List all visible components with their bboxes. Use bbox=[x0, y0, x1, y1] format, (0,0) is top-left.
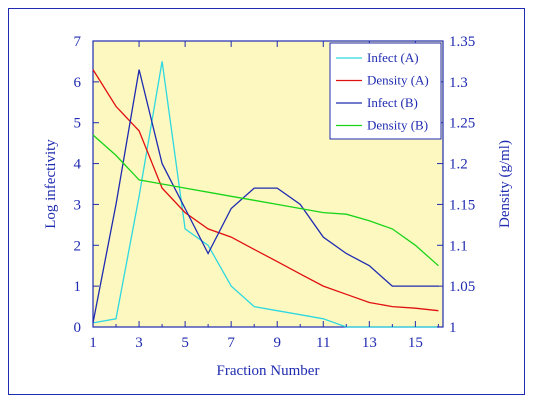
y-right-tick-label: 1.25 bbox=[449, 116, 475, 132]
y-right-tick-label: 1.35 bbox=[449, 34, 475, 50]
legend: Infect (A) Density (A) Infect (B) Density (… bbox=[330, 43, 441, 139]
x-tick-label: 3 bbox=[135, 335, 143, 351]
y-right-tick-label: 1.2 bbox=[449, 157, 468, 173]
y-right-tick-label: 1.1 bbox=[449, 238, 468, 254]
legend-label-density-b: Density (B) bbox=[367, 118, 428, 133]
x-tick-label: 13 bbox=[362, 335, 377, 351]
y-left-tick-label: 5 bbox=[74, 116, 82, 132]
y-left-tick-label: 0 bbox=[74, 320, 82, 336]
x-tick-label: 15 bbox=[408, 335, 423, 351]
y-right-tick-label: 1.3 bbox=[449, 75, 468, 91]
y-left-tick-label: 7 bbox=[74, 34, 82, 50]
x-tick-label: 9 bbox=[273, 335, 281, 351]
x-axis-label: Fraction Number bbox=[217, 363, 320, 379]
y-right-tick-label: 1.15 bbox=[449, 197, 475, 213]
y-left-tick-label: 6 bbox=[74, 75, 82, 91]
x-tick-label: 5 bbox=[181, 335, 189, 351]
legend-label-infect-a: Infect (A) bbox=[367, 50, 419, 65]
y-axis-left-label: Log infectivity bbox=[43, 139, 59, 229]
y-right-tick-label: 1 bbox=[449, 320, 457, 336]
y-left-tick-label: 2 bbox=[74, 238, 82, 254]
y-left-tick-label: 4 bbox=[74, 157, 82, 173]
y-right-tick-label: 1.05 bbox=[449, 279, 475, 295]
y-left-tick-label: 1 bbox=[74, 279, 82, 295]
x-tick-label: 1 bbox=[89, 335, 97, 351]
legend-label-density-a: Density (A) bbox=[367, 73, 429, 88]
x-tick-label: 11 bbox=[316, 335, 330, 351]
x-tick-label: 7 bbox=[227, 335, 235, 351]
y-axis-right-label: Density (g/ml) bbox=[497, 140, 513, 228]
y-left-tick-label: 3 bbox=[74, 197, 82, 213]
legend-label-infect-b: Infect (B) bbox=[367, 95, 418, 110]
